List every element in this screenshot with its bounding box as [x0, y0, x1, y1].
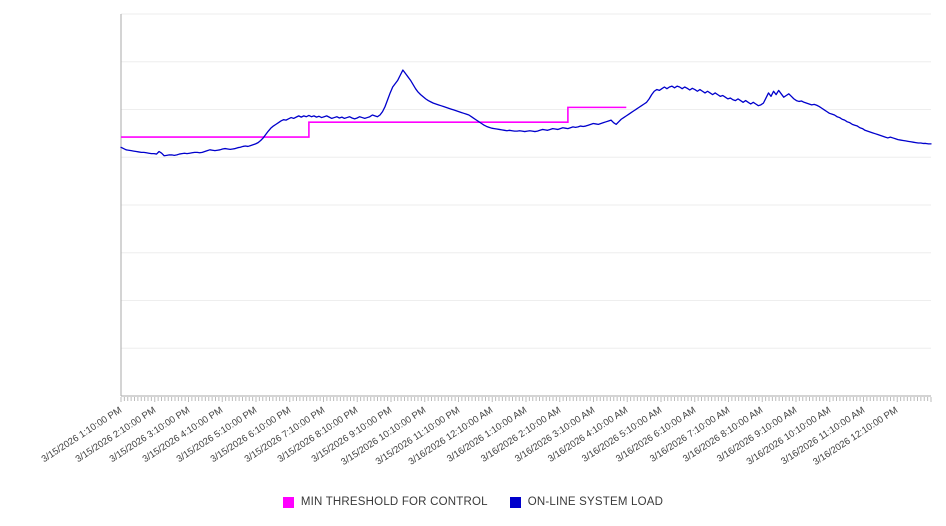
legend-label-on-line-system-load: ON-LINE SYSTEM LOAD — [527, 496, 664, 508]
legend-swatch-blue — [509, 496, 521, 508]
legend-swatch-magenta — [282, 496, 294, 508]
legend-entry-on-line-system-load[interactable]: ON-LINE SYSTEM LOAD — [509, 496, 664, 508]
series-line-min-threshold-for-control — [121, 106, 627, 138]
series-line-on-line-system-load — [120, 69, 932, 157]
chart-legend: MIN THRESHOLD FOR CONTROL ON-LINE SYSTEM… — [0, 496, 946, 508]
gridlines — [121, 13, 931, 397]
x-axis-minor-ticks — [120, 397, 932, 402]
legend-label-min-threshold-for-control: MIN THRESHOLD FOR CONTROL — [300, 496, 488, 508]
legend-entry-min-threshold-for-control[interactable]: MIN THRESHOLD FOR CONTROL — [282, 496, 488, 508]
